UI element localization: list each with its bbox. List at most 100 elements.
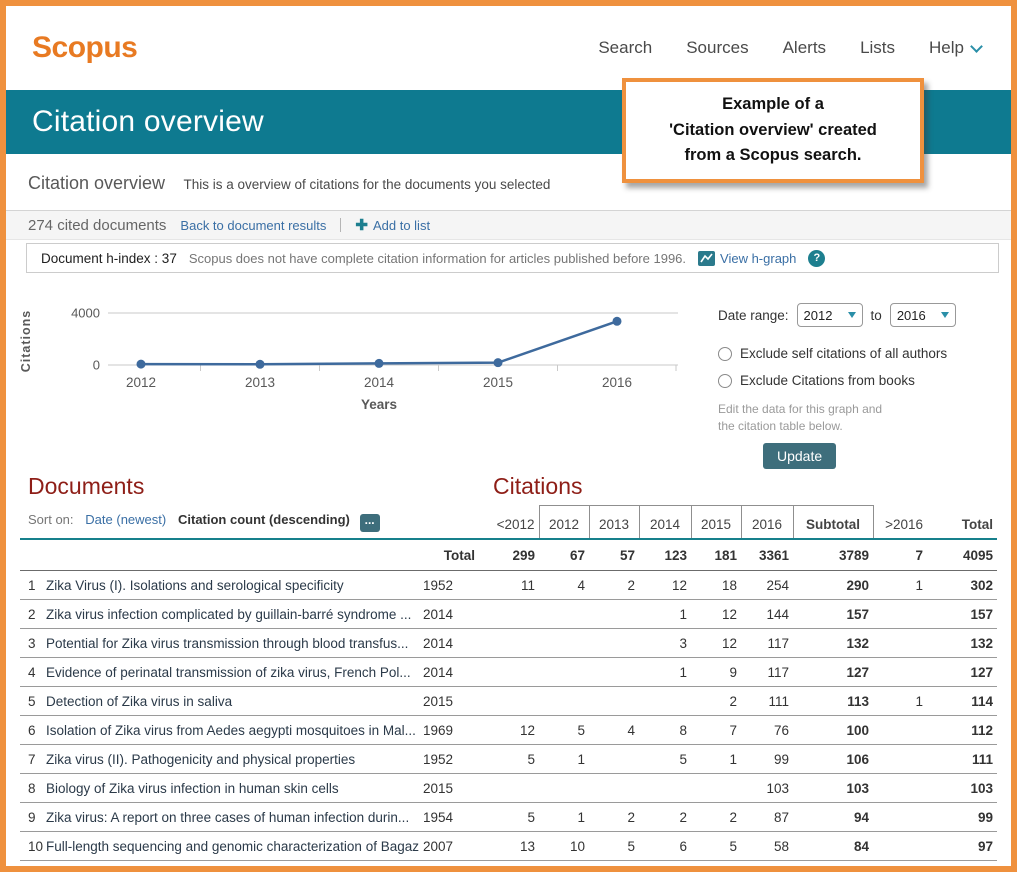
citation-count — [485, 599, 539, 629]
citation-count: 127 — [793, 657, 873, 687]
annotation-line: Example of a — [722, 95, 824, 113]
publication-year: 2014 — [419, 628, 485, 658]
exclude-book-citations-checkbox[interactable] — [718, 373, 732, 388]
col-header-2015: 2015 — [690, 505, 742, 540]
citation-table-wrap: Sort on: Date (newest) Citation count (d… — [6, 505, 1011, 861]
publication-year: 1969 — [419, 715, 485, 745]
row-number: 5 — [28, 693, 36, 709]
date-from-value: 2012 — [803, 307, 833, 323]
citation-count: 11 — [485, 570, 539, 600]
citation-count: 111 — [741, 686, 793, 716]
citation-count: 144 — [741, 599, 793, 629]
svg-text:2014: 2014 — [364, 375, 395, 390]
nav-help-label[interactable]: Help — [929, 38, 964, 57]
row-number: 6 — [28, 722, 36, 738]
chevron-down-icon — [940, 312, 949, 318]
citations-line-chart: 0 4000 2012 2013 2014 2015 2016 Years Citations — [19, 306, 678, 412]
citation-count: 9 — [691, 657, 741, 687]
document-title-link[interactable]: Potential for Zika virus transmission th… — [46, 635, 409, 651]
citation-count — [539, 628, 589, 658]
citation-count: 99 — [927, 802, 997, 832]
citation-count: 103 — [741, 773, 793, 803]
citation-count: 157 — [793, 599, 873, 629]
view-h-graph-link[interactable]: View h-graph — [698, 250, 797, 266]
row-number: 9 — [28, 809, 36, 825]
table-row: 3 Potential for Zika virus transmission t… — [20, 628, 997, 658]
citation-table: Sort on: Date (newest) Citation count (d… — [20, 505, 997, 861]
chevron-down-icon — [970, 39, 983, 53]
document-title-link[interactable]: Isolation of Zika virus from Aedes aegyp… — [46, 722, 416, 738]
nav-sources[interactable]: Sources — [686, 38, 749, 57]
citation-count — [589, 599, 639, 629]
document-title-cell: 5 Detection of Zika virus in saliva — [20, 686, 419, 716]
citation-count: 127 — [927, 657, 997, 687]
citation-count: 117 — [741, 657, 793, 687]
update-button[interactable]: Update — [763, 442, 837, 469]
col-header-2014: 2014 — [638, 505, 692, 540]
nav-lists[interactable]: Lists — [860, 38, 896, 57]
row-number: 8 — [28, 780, 36, 796]
citation-count: 10 — [539, 831, 589, 861]
document-title-link[interactable]: Detection of Zika virus in saliva — [46, 693, 233, 709]
sort-controls: Sort on: Date (newest) Citation count (d… — [20, 505, 485, 540]
table-row: 10 Full-length sequencing and genomic cha… — [20, 831, 997, 861]
citation-count — [589, 773, 639, 803]
citation-count: 12 — [485, 715, 539, 745]
nav-search[interactable]: Search — [598, 38, 653, 57]
totals-label: Total — [419, 538, 485, 571]
document-title-link[interactable]: Evidence of perinatal transmission of zi… — [46, 664, 411, 680]
table-row: 1 Zika Virus (I). Isolations and serologi… — [20, 570, 997, 600]
total-2015: 181 — [691, 538, 741, 571]
citation-count: 5 — [589, 831, 639, 861]
row-number: 4 — [28, 664, 36, 680]
svg-text:2013: 2013 — [245, 375, 275, 390]
citation-count: 99 — [741, 744, 793, 774]
citation-count: 3 — [639, 628, 691, 658]
total-before-2012: 299 — [485, 538, 539, 571]
total-2012: 67 — [539, 538, 589, 571]
citation-count: 18 — [691, 570, 741, 600]
nav-help[interactable]: Help — [929, 38, 983, 58]
document-title-link[interactable]: Zika virus (II). Pathogenicity and physi… — [46, 751, 356, 767]
row-number: 7 — [28, 751, 36, 767]
citation-count: 5 — [485, 744, 539, 774]
date-from-select[interactable]: 2012 — [796, 303, 863, 327]
citation-count: 112 — [927, 715, 997, 745]
document-title-link[interactable]: Full-length sequencing and genomic chara… — [46, 838, 419, 854]
row-number: 2 — [28, 606, 36, 622]
exclude-self-citations-checkbox[interactable] — [718, 346, 732, 361]
help-icon[interactable]: ? — [808, 249, 826, 267]
row-number: 10 — [28, 838, 44, 854]
table-row: 4 Evidence of perinatal transmission of z… — [20, 657, 997, 687]
citation-count: 8 — [639, 715, 691, 745]
citation-count: 106 — [793, 744, 873, 774]
citation-count — [873, 599, 927, 629]
section-headings: Documents Citations — [6, 459, 1011, 505]
col-header-2016: 2016 — [740, 505, 794, 540]
sort-date-link[interactable]: Date (newest) — [85, 511, 167, 527]
citation-count: 4 — [539, 570, 589, 600]
table-row: 7 Zika virus (II). Pathogenicity and phys… — [20, 744, 997, 774]
document-title-cell: 6 Isolation of Zika virus from Aedes aegy… — [20, 715, 419, 745]
scopus-logo[interactable]: Scopus — [32, 31, 138, 64]
total-grand: 4095 — [927, 538, 997, 571]
back-to-results-link[interactable]: Back to document results — [180, 217, 327, 233]
citation-count — [539, 599, 589, 629]
citation-count: 2 — [589, 570, 639, 600]
add-to-list-link[interactable]: ✚ Add to list — [355, 218, 430, 233]
view-h-graph-label[interactable]: View h-graph — [720, 250, 797, 266]
date-to-select[interactable]: 2016 — [889, 303, 956, 327]
document-title-cell: 7 Zika virus (II). Pathogenicity and phys… — [20, 744, 419, 774]
document-title-link[interactable]: Zika Virus (I). Isolations and serologic… — [46, 577, 344, 593]
document-title-link[interactable]: Zika virus: A report on three cases of h… — [46, 809, 410, 825]
publication-year: 2015 — [419, 686, 485, 716]
citation-count — [485, 773, 539, 803]
more-options-button[interactable]: ... — [359, 513, 380, 532]
nav-alerts[interactable]: Alerts — [782, 38, 827, 57]
document-title-cell: 9 Zika virus: A report on three cases of … — [20, 802, 419, 832]
add-to-list-label[interactable]: Add to list — [372, 217, 431, 233]
publication-year: 1952 — [419, 744, 485, 774]
document-title-link[interactable]: Zika virus infection complicated by guil… — [46, 606, 412, 622]
document-title-link[interactable]: Biology of Zika virus infection in human… — [46, 780, 339, 796]
exclude-book-citations-row: Exclude Citations from books — [718, 373, 1001, 388]
